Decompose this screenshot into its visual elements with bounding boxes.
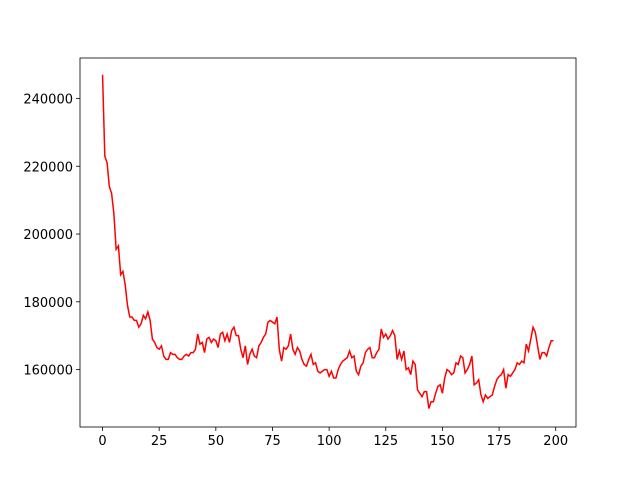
x-tick-label: 175 [487, 434, 512, 449]
y-tick-label: 220000 [23, 160, 73, 175]
plot-frame [79, 57, 577, 428]
y-tick-label: 160000 [23, 364, 73, 379]
x-tick-label: 25 [151, 434, 168, 449]
x-tick-label: 100 [317, 434, 342, 449]
x-tick-label: 0 [98, 434, 106, 449]
x-tick-label: 125 [373, 434, 398, 449]
y-tick-label: 200000 [23, 228, 73, 243]
x-tick-label: 150 [430, 434, 455, 449]
line-series [101, 74, 554, 409]
x-tick-label: 50 [208, 434, 225, 449]
y-tick-label: 240000 [23, 92, 73, 107]
x-tick-label: 75 [264, 434, 281, 449]
x-tick-label: 200 [543, 434, 568, 449]
y-tick-label: 180000 [23, 296, 73, 311]
